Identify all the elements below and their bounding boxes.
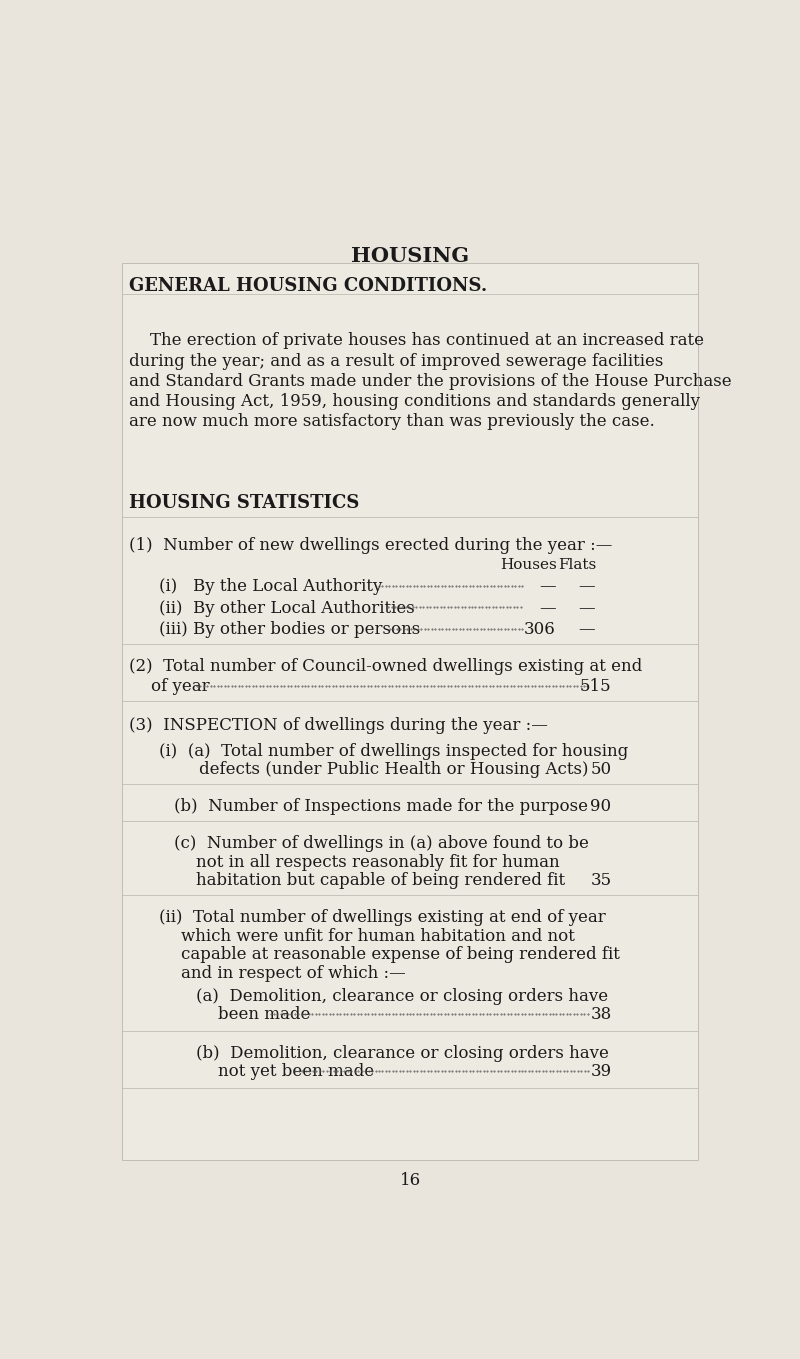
Text: Houses: Houses [501, 559, 558, 572]
Text: and in respect of which :—: and in respect of which :— [181, 965, 406, 981]
Text: 16: 16 [399, 1171, 421, 1189]
Text: —: — [539, 599, 556, 617]
Bar [122, 264, 698, 1161]
Text: —: — [539, 578, 556, 595]
Text: (i)  (a)  Total number of dwellings inspected for housing: (i) (a) Total number of dwellings inspec… [159, 743, 628, 760]
Text: HOUSING STATISTICS: HOUSING STATISTICS [130, 495, 360, 512]
Text: GENERAL HOUSING CONDITIONS.: GENERAL HOUSING CONDITIONS. [130, 277, 488, 295]
Text: —: — [578, 578, 594, 595]
Text: (iii) By other bodies or persons: (iii) By other bodies or persons [159, 621, 420, 639]
Text: 35: 35 [590, 872, 611, 889]
Text: HOUSING: HOUSING [351, 246, 469, 266]
Text: capable at reasonable expense of being rendered fit: capable at reasonable expense of being r… [181, 946, 619, 964]
Text: are now much more satisfactory than was previously the case.: are now much more satisfactory than was … [130, 413, 655, 429]
Text: 515: 515 [580, 678, 611, 696]
Text: (3)  INSPECTION of dwellings during the year :—: (3) INSPECTION of dwellings during the y… [130, 716, 548, 734]
Text: and Standard Grants made under the provisions of the House Purchase: and Standard Grants made under the provi… [130, 372, 732, 390]
Text: —: — [578, 599, 594, 617]
Text: habitation but capable of being rendered fit: habitation but capable of being rendered… [196, 872, 566, 889]
Text: 50: 50 [590, 761, 611, 779]
Text: 90: 90 [590, 798, 611, 815]
Text: 306: 306 [524, 621, 556, 639]
Text: —: — [578, 621, 594, 639]
Text: (ii)  By other Local Authorities: (ii) By other Local Authorities [159, 599, 414, 617]
Text: during the year; and as a result of improved sewerage facilities: during the year; and as a result of impr… [130, 352, 664, 370]
Text: (b)  Number of Inspections made for the purpose: (b) Number of Inspections made for the p… [174, 798, 588, 815]
Text: (ii)  Total number of dwellings existing at end of year: (ii) Total number of dwellings existing … [159, 909, 606, 927]
Text: (b)  Demolition, clearance or closing orders have: (b) Demolition, clearance or closing ord… [196, 1045, 609, 1061]
Text: 39: 39 [590, 1063, 611, 1080]
Text: 38: 38 [590, 1006, 611, 1023]
Text: and Housing Act, 1959, housing conditions and standards generally: and Housing Act, 1959, housing condition… [130, 393, 701, 409]
Text: been made: been made [218, 1006, 310, 1023]
Text: Flats: Flats [558, 559, 596, 572]
Text: defects (under Public Health or Housing Acts): defects (under Public Health or Housing … [199, 761, 589, 779]
Text: which were unfit for human habitation and not: which were unfit for human habitation an… [181, 928, 574, 945]
Text: (a)  Demolition, clearance or closing orders have: (a) Demolition, clearance or closing ord… [196, 988, 608, 1004]
Text: The erection of private houses has continued at an increased rate: The erection of private houses has conti… [130, 333, 705, 349]
Text: of year: of year [151, 678, 210, 696]
Text: (c)  Number of dwellings in (a) above found to be: (c) Number of dwellings in (a) above fou… [174, 836, 590, 852]
Text: (i)   By the Local Authority: (i) By the Local Authority [159, 578, 382, 595]
Text: not yet been made: not yet been made [218, 1063, 374, 1080]
Text: (2)  Total number of Council-owned dwellings existing at end: (2) Total number of Council-owned dwelli… [130, 658, 642, 675]
Text: (1)  Number of new dwellings erected during the year :—: (1) Number of new dwellings erected duri… [130, 537, 613, 553]
Text: not in all respects reasonably fit for human: not in all respects reasonably fit for h… [196, 853, 560, 871]
